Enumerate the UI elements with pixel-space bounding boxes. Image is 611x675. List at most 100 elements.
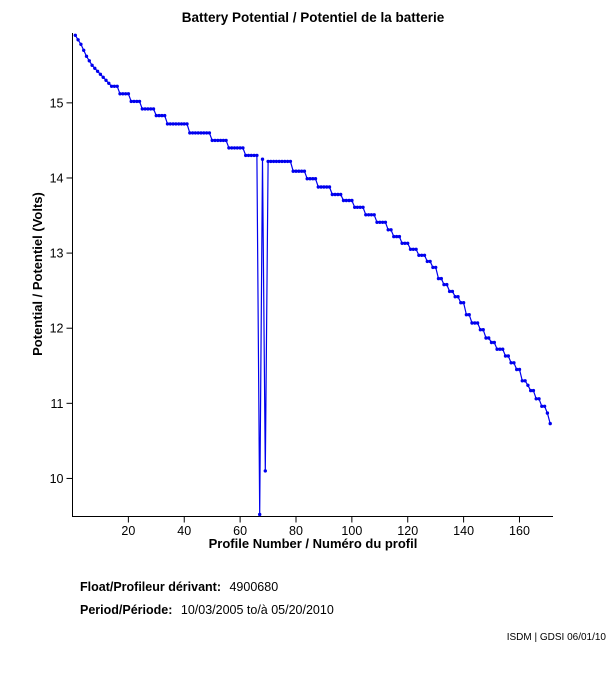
data-point-dot [232,146,237,150]
data-point-dot [238,146,242,150]
data-point-dot [403,241,407,245]
data-point-dot [369,213,374,217]
data-point-dot [447,289,452,294]
data-point-dot [112,84,117,89]
data-point-dot [305,177,309,181]
data-point-dot [470,321,474,325]
data-point-dot [299,169,304,173]
data-point-dot [512,361,516,365]
period-label: Period/Période: [80,603,172,617]
data-point-dot [87,59,92,63]
data-point-dot [386,228,390,232]
data-point-dot [280,159,284,164]
data-point-dot [288,159,293,164]
data-point-dot [336,192,340,197]
data-point-dot [154,113,158,118]
data-point-dot [244,153,248,158]
chart-title: Battery Potential / Potentiel de la batt… [182,10,445,25]
data-point-dot [160,113,164,118]
data-point-dot [339,192,343,197]
data-point-dot [308,177,312,181]
battery-potential-line [74,34,551,515]
data-point-dot [375,220,379,224]
data-point-dot [383,220,388,224]
data-point-dot [168,122,172,126]
data-point-dot [489,340,494,345]
data-point-dot [274,159,279,164]
data-point-dot [98,72,103,77]
data-point-dot [118,92,122,96]
data-point-dot [213,138,217,143]
data-point-dot [327,185,332,189]
data-point-dot [294,169,298,173]
data-point-dot [534,397,538,401]
data-point-dot [414,247,418,251]
data-point-dot [252,153,256,158]
data-point-dot [177,122,181,126]
data-point-dot [221,138,226,143]
data-point-dot [157,113,161,118]
data-point-dot [397,234,402,239]
data-point-dot [216,138,220,143]
data-point-dot [95,69,100,74]
data-point-dot [484,336,488,340]
data-point-dot [487,336,491,340]
data-point-dot [526,383,530,387]
data-point-markers [73,33,552,517]
data-point-dot [333,192,337,197]
data-point-dot [104,78,108,83]
x-tick-label: 160 [509,524,530,538]
data-point-dot [498,347,502,351]
x-tick-label: 40 [177,524,191,538]
data-point-dot [146,107,150,111]
data-point-dot [459,301,463,305]
data-point-dot [392,234,396,239]
data-point-dot [185,122,189,126]
data-point-dot [347,198,351,203]
data-point-dot [174,122,178,126]
axis-ticks: 20 40 60 80 100 120 140 160 10 11 12 13 14 15 [50,96,530,538]
data-point-dot [140,107,144,111]
data-point-dot [246,153,251,158]
data-point-dot [137,99,142,104]
data-point-dot [548,421,552,426]
data-point-dot [107,81,111,86]
data-point-dot [355,205,360,209]
x-tick-label: 20 [121,524,135,538]
data-point-dot [132,99,136,104]
data-point-dot [283,159,287,164]
data-point-dot [230,146,234,150]
data-point-dot [400,241,404,245]
data-point-dot [364,213,368,217]
data-point-dot [126,92,131,96]
y-tick-label: 12 [50,322,64,336]
data-point-dot [361,205,365,209]
data-point-dot [224,138,228,143]
data-point-dot [101,75,105,80]
data-point-dot [350,198,354,203]
data-point-dot [84,54,89,58]
data-point-dot [115,84,119,89]
data-point-dot [79,42,83,46]
data-point-dot [143,107,147,111]
data-point-dot [408,247,413,251]
data-point-dot [434,265,438,270]
data-point-dot [207,131,212,135]
data-point-dot [73,33,78,37]
data-point-dot [464,313,469,317]
data-point-dot [121,92,125,96]
y-tick-label: 10 [50,472,64,486]
data-point-dot [478,328,483,332]
data-point-dot [372,213,376,217]
data-point-dot [353,205,357,209]
data-point-dot [241,146,245,150]
data-point-dot [163,113,167,118]
data-point-dot [149,107,153,111]
data-point-dot [422,253,427,257]
data-point-dot [109,84,114,89]
data-point-dot [358,205,362,209]
data-point-dot [291,169,295,173]
data-point-dot [204,131,209,135]
data-point-dot [135,99,139,104]
data-point-dot [420,253,424,257]
